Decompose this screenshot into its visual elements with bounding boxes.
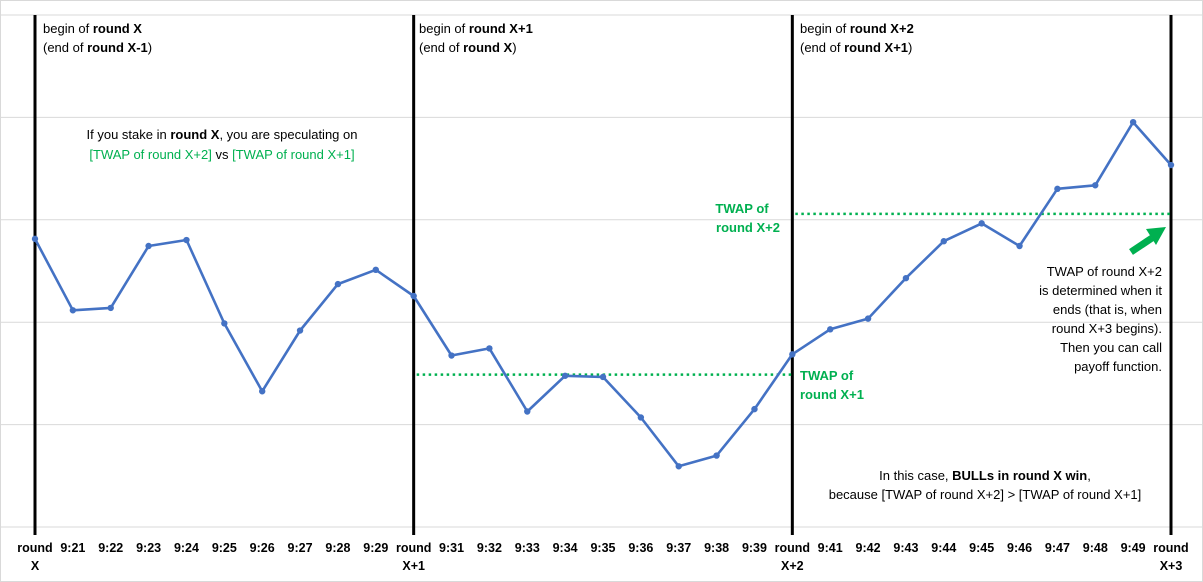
x-tick-label: 9:24: [174, 541, 199, 555]
data-point: [827, 326, 834, 333]
conclusion-line-2: because [TWAP of round X+2] > [TWAP of r…: [829, 487, 1142, 502]
data-point: [296, 327, 304, 334]
price-series: [31, 118, 1175, 470]
round-x-begin-label: begin of round X: [43, 21, 142, 36]
x-tick-label: 9:37: [666, 541, 691, 555]
data-point: [372, 266, 379, 274]
data-point: [259, 388, 266, 395]
data-point: [751, 405, 758, 413]
conclusion-line-1: In this case, BULLs in round X win,: [879, 468, 1091, 483]
data-point: [107, 304, 114, 312]
x-tick-label: 9:26: [250, 541, 275, 555]
gridlines: [1, 14, 1202, 528]
data-point: [978, 220, 985, 227]
x-tick-label: 9:22: [98, 541, 123, 555]
arrow-icon: [1129, 227, 1166, 255]
x-tick-label: 9:48: [1083, 541, 1108, 555]
x-tick-label: 9:47: [1045, 541, 1070, 555]
data-point: [334, 280, 342, 288]
data-point: [902, 274, 910, 282]
data-point: [410, 292, 417, 300]
data-point: [637, 414, 645, 421]
data-point: [561, 372, 569, 379]
data-point: [221, 320, 228, 327]
x-tick-label: 9:36: [628, 541, 653, 555]
x-tick-label: 9:21: [60, 541, 85, 555]
note-line: round X+3 begins).: [1052, 321, 1162, 336]
data-point: [486, 345, 493, 352]
x-tick-label: 9:35: [590, 541, 615, 555]
x-tick-label: 9:33: [515, 541, 540, 555]
x-tick-label: 9:28: [325, 541, 350, 555]
data-point: [183, 236, 190, 244]
note-line: TWAP of round X+2: [1047, 264, 1162, 279]
note-line: ends (that is, when: [1053, 302, 1162, 317]
data-point: [940, 238, 947, 245]
note-line: is determined when it: [1039, 283, 1162, 298]
x-tick-label: 9:38: [704, 541, 729, 555]
data-point: [599, 373, 607, 381]
x-tick-label: 9:44: [931, 541, 956, 555]
x-tick-label: 9:25: [212, 541, 237, 555]
x-tick-label: 9:31: [439, 541, 464, 555]
x-tick-label: round: [1153, 541, 1188, 555]
note-line: Then you can call: [1060, 340, 1162, 355]
x-tick-label: 9:45: [969, 541, 994, 555]
x-tick-label: round: [17, 541, 52, 555]
x-tick-label: X: [31, 559, 40, 573]
note-line: payoff function.: [1074, 359, 1162, 374]
twap-x2-label-line-1: TWAP of: [715, 201, 769, 216]
x-tick-label: 9:27: [288, 541, 313, 555]
round-x1-end-label: (end of round X): [419, 40, 517, 55]
x-tick-label: round: [775, 541, 810, 555]
x-tick-label: 9:32: [477, 541, 502, 555]
x-tick-label: 9:23: [136, 541, 161, 555]
round-x1-begin-label: begin of round X+1: [419, 21, 533, 36]
x-tick-label: 9:39: [742, 541, 767, 555]
x-tick-label: round: [396, 541, 431, 555]
twap-x1-label-line-2: round X+1: [800, 387, 864, 402]
data-point: [789, 351, 796, 358]
x-tick-label: X+2: [781, 559, 804, 573]
data-point: [1092, 182, 1099, 189]
data-point: [864, 315, 872, 322]
x-tick-label: X+1: [402, 559, 425, 573]
data-point: [1016, 242, 1023, 250]
round-x2-begin-label: begin of round X+2: [800, 21, 914, 36]
data-point: [675, 463, 682, 470]
twap-note: TWAP of round X+2 is determined when it …: [1039, 264, 1162, 374]
x-tick-label: 9:43: [893, 541, 918, 555]
data-point: [31, 235, 39, 243]
twap-x2-label-line-2: round X+2: [716, 220, 780, 235]
round-x-end-label: (end of round X-1): [43, 40, 152, 55]
data-point: [1167, 161, 1175, 169]
x-tick-label: 9:42: [856, 541, 881, 555]
twap-x1-label-line-1: TWAP of: [800, 368, 854, 383]
series-line: [33, 120, 1172, 468]
data-point: [69, 307, 77, 314]
x-tick-label: 9:29: [363, 541, 388, 555]
x-tick-label: X+3: [1160, 559, 1183, 573]
x-tick-label: 9:46: [1007, 541, 1032, 555]
data-point: [448, 352, 455, 359]
data-point: [713, 452, 720, 459]
data-point: [1054, 185, 1061, 193]
speculate-line-2: [TWAP of round X+2] vs [TWAP of round X+…: [89, 147, 354, 162]
data-point: [145, 242, 152, 250]
data-point: [1129, 118, 1137, 126]
x-tick-label: 9:49: [1121, 541, 1146, 555]
x-tick-label: 9:41: [818, 541, 843, 555]
x-tick-label: 9:34: [553, 541, 578, 555]
x-axis-ticks: round X 9:21 9:22 9:23 9:24 9:25 9:26 9:27 9:28 9:…: [17, 541, 1188, 573]
round-x2-end-label: (end of round X+1): [800, 40, 912, 55]
round-boundaries: [33, 15, 1173, 535]
speculate-line-1: If you stake in round X, you are specula…: [87, 127, 358, 142]
data-point: [524, 408, 531, 415]
